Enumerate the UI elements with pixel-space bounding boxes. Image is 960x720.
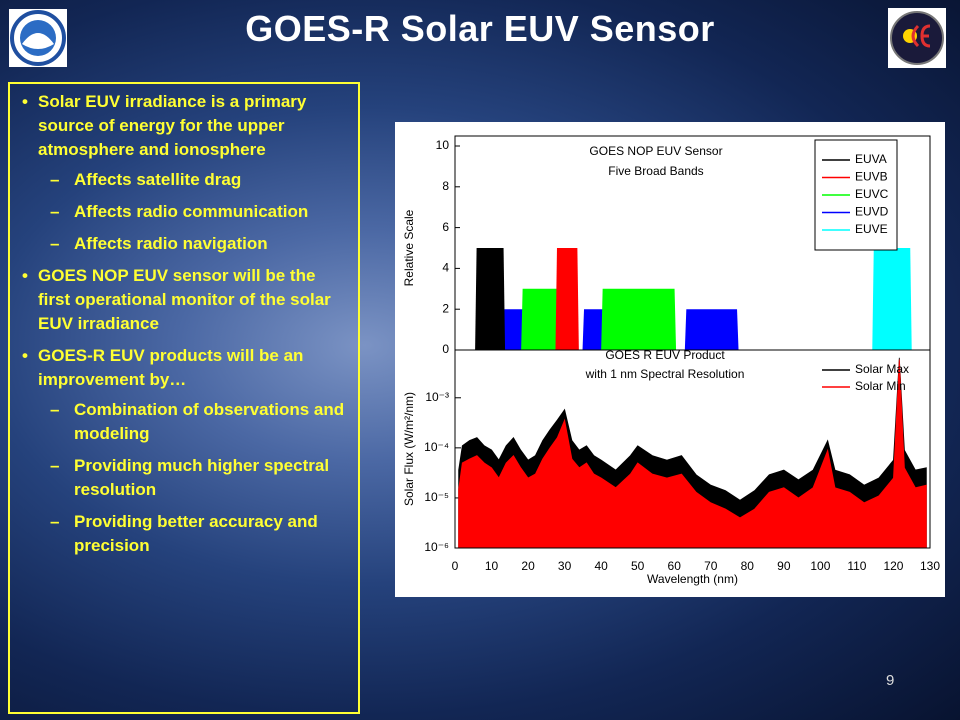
sub-bullet: Combination of observations and modeling [38,398,350,446]
legend-label: Solar Min [855,379,906,393]
legend-label: EUVD [855,205,889,219]
page-number: 9 [886,672,895,689]
noaa-logo-bird [22,33,54,49]
bullet: GOES NOP EUV sensor will be the first op… [22,264,350,336]
sub-bullet: Providing better accuracy and precision [38,510,350,558]
annotation: with 1 nm Spectral Resolution [585,367,745,381]
y-tick-label: 10⁻³ [425,390,449,404]
sub-bullet: Affects radio navigation [38,232,350,256]
sub-bullet: Affects radio communication [38,200,350,224]
plot-frame [454,349,931,549]
sub-list: Combination of observations and modeling… [38,398,350,558]
bullet-text: GOES-R EUV products will be an improveme… [38,344,350,392]
x-tick-label: 40 [594,559,608,573]
legend-label: EUVC [855,187,889,201]
slide-title: GOES-R Solar EUV Sensor [245,8,715,49]
x-tick-label: 130 [920,559,940,573]
y-tick-label: 2 [442,301,449,315]
y-tick-label: 10 [436,138,450,152]
sub-bullet: Providing much higher spectral resolutio… [38,454,350,502]
x-tick-label: 90 [777,559,791,573]
x-tick-label: 100 [810,559,830,573]
band [601,288,677,350]
band [521,288,561,350]
x-axis-label: Wavelength (nm) [647,572,738,586]
y-tick-label: 10⁻⁶ [424,540,449,554]
y-axis-label: Relative Scale [402,209,416,286]
band [684,309,739,350]
bullet: GOES-R EUV products will be an improveme… [22,344,350,558]
y-tick-label: 6 [442,220,449,234]
band [555,248,579,350]
sec-logo-letters [911,24,931,48]
y-tick-label: 8 [442,179,449,193]
x-tick-label: 120 [883,559,903,573]
x-tick-label: 110 [847,559,866,573]
y-tick-label: 4 [442,261,449,275]
x-tick-label: 30 [558,559,572,573]
x-tick-label: 60 [668,559,682,573]
x-tick-label: 50 [631,559,645,573]
bullet-text: GOES NOP EUV sensor will be the first op… [38,264,350,336]
x-tick-label: 20 [521,559,535,573]
annotation: GOES NOP EUV Sensor [589,144,722,158]
x-tick-label: 0 [452,559,459,573]
bullet-box: Solar EUV irradiance is a primary source… [8,82,360,714]
legend-label: EUVB [855,170,888,184]
bullet-list: Solar EUV irradiance is a primary source… [10,84,358,558]
y-tick-label: 0 [442,342,449,356]
legend-label: EUVA [855,152,887,166]
legend-label: EUVE [855,222,888,236]
y-tick-label: 10⁻⁵ [424,490,449,504]
legend-label: Solar Max [855,362,909,376]
band [872,248,912,350]
y-axis-label: Solar Flux (W/m²/nm) [402,392,416,506]
flux-area [458,359,927,549]
x-tick-label: 70 [704,559,718,573]
annotation: GOES R EUV Product [605,348,725,362]
sub-list: Affects satellite drag Affects radio comm… [38,168,350,256]
sec-logo-disc [890,11,944,65]
bullet: Solar EUV irradiance is a primary source… [22,90,350,256]
bullet-text: Solar EUV irradiance is a primary source… [38,90,350,162]
annotation: Five Broad Bands [608,164,703,178]
sub-bullet: Affects satellite drag [38,168,350,192]
x-tick-label: 10 [485,559,499,573]
x-tick-label: 80 [741,559,755,573]
band [475,248,506,350]
y-tick-label: 10⁻⁴ [424,440,449,454]
